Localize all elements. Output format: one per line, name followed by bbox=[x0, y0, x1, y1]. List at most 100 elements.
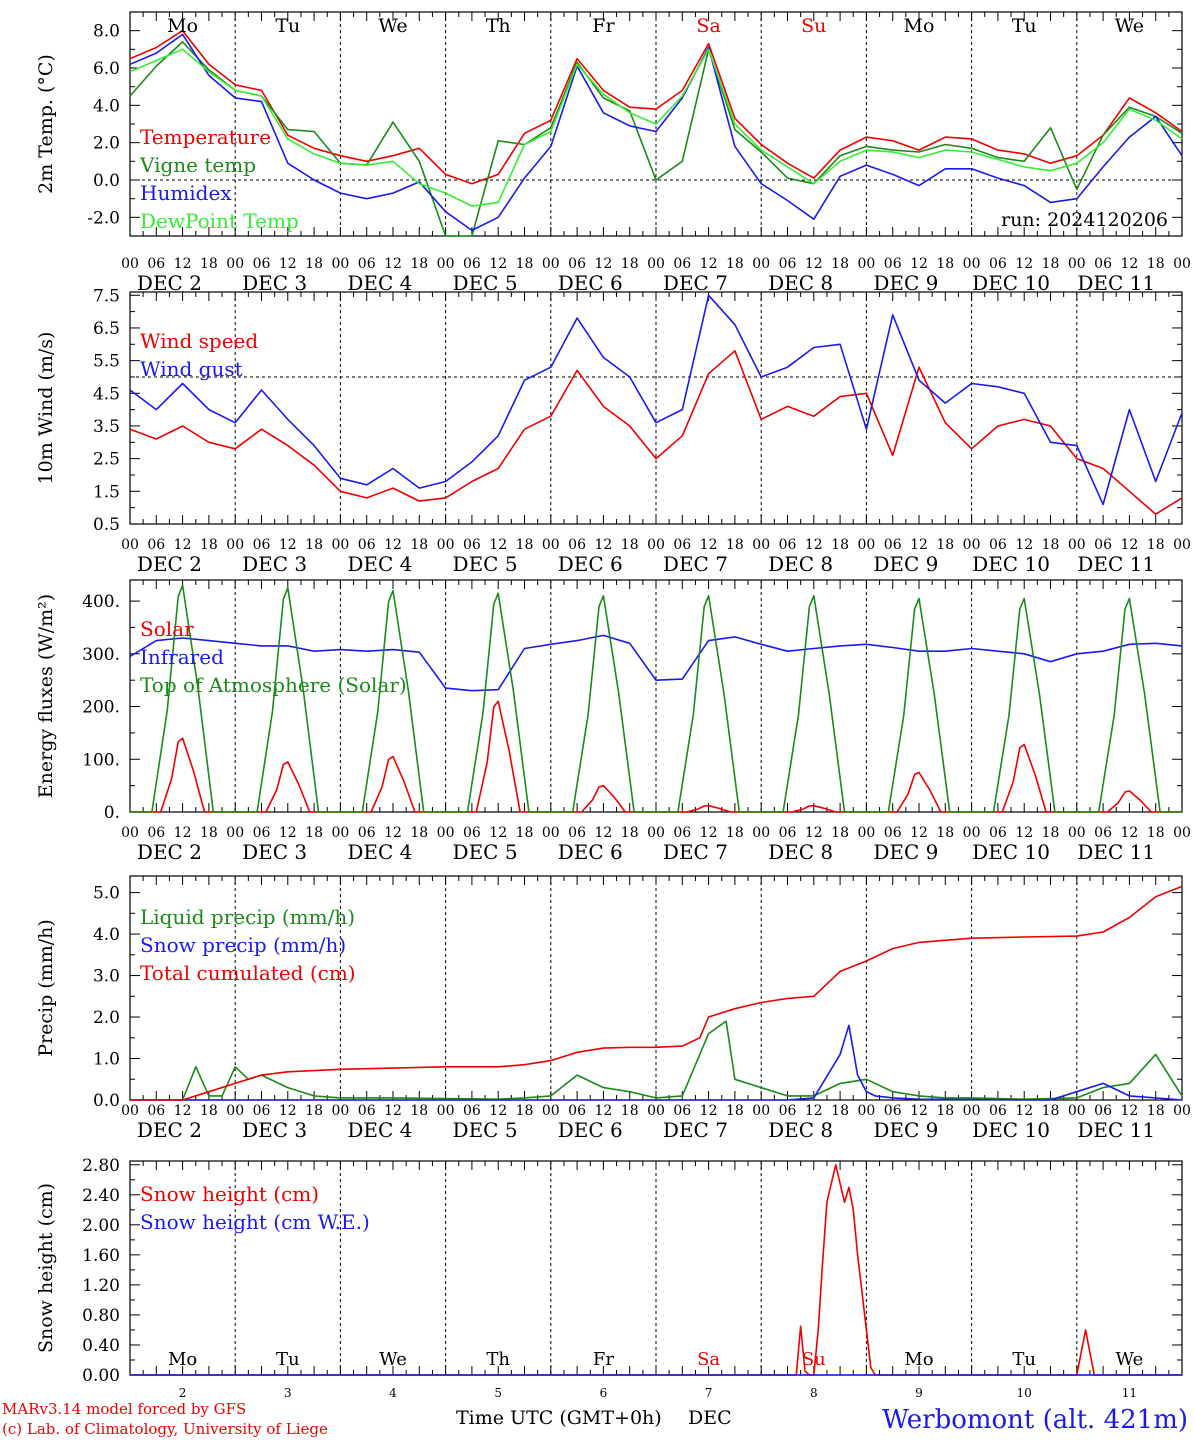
x-hour-label: 12 bbox=[594, 537, 612, 553]
x-day-number: 10 bbox=[1017, 1386, 1032, 1400]
weekday-label: Tu bbox=[275, 15, 300, 37]
y-tick-label: 1.5 bbox=[93, 482, 120, 502]
x-hour-label: 18 bbox=[1042, 256, 1060, 272]
x-hour-label: 06 bbox=[1094, 1103, 1112, 1119]
x-hour-label: 18 bbox=[831, 256, 849, 272]
y-tick-label: 300. bbox=[82, 645, 120, 665]
y-tick-label: 5.5 bbox=[93, 352, 120, 372]
x-hour-label: 06 bbox=[779, 537, 797, 553]
y-axis-label-precip: Precip (mm/h) bbox=[35, 919, 57, 1057]
legend-label: Liquid precip (mm/h) bbox=[140, 905, 355, 929]
x-hour-label: 12 bbox=[279, 825, 297, 841]
x-hour-label: 12 bbox=[805, 1103, 823, 1119]
x-hour-label: 00 bbox=[121, 537, 139, 553]
x-hour-label: 18 bbox=[936, 825, 954, 841]
x-date-label: DEC 3 bbox=[242, 271, 307, 295]
y-tick-label: 0.5 bbox=[93, 515, 120, 535]
series-line-temperature bbox=[129, 29, 1183, 185]
x-date-label: DEC 11 bbox=[1077, 271, 1155, 295]
x-date-label: DEC 6 bbox=[558, 552, 623, 576]
x-hour-label: 18 bbox=[621, 1103, 639, 1119]
x-hour-label: 18 bbox=[621, 825, 639, 841]
weekday-label: We bbox=[378, 15, 407, 37]
x-hour-label: 00 bbox=[963, 537, 981, 553]
x-hour-label: 18 bbox=[936, 256, 954, 272]
x-hour-label: 12 bbox=[700, 1103, 718, 1119]
x-hour-label: 18 bbox=[410, 825, 428, 841]
x-hour-label: 06 bbox=[1094, 256, 1112, 272]
x-date-label: DEC 7 bbox=[663, 271, 728, 295]
x-hour-label: 18 bbox=[936, 537, 954, 553]
x-date-label: DEC 10 bbox=[972, 552, 1050, 576]
x-date-label: DEC 2 bbox=[137, 552, 202, 576]
x-hour-label: 12 bbox=[174, 1103, 192, 1119]
y-tick-label: 1.60 bbox=[82, 1246, 120, 1266]
x-date-label: DEC 4 bbox=[347, 271, 412, 295]
y-tick-label: 2.40 bbox=[82, 1186, 120, 1206]
x-hour-label: 18 bbox=[305, 256, 323, 272]
x-hour-label: 12 bbox=[700, 537, 718, 553]
x-hour-label: 00 bbox=[963, 1103, 981, 1119]
x-hour-label: 06 bbox=[673, 256, 691, 272]
x-hour-label: 00 bbox=[857, 825, 875, 841]
x-hour-label: 12 bbox=[910, 1103, 928, 1119]
x-hour-label: 18 bbox=[200, 1103, 218, 1119]
x-hour-label: 00 bbox=[437, 825, 455, 841]
x-hour-label: 06 bbox=[989, 256, 1007, 272]
x-hour-label: 00 bbox=[1068, 256, 1086, 272]
x-hour-label: 12 bbox=[805, 825, 823, 841]
x-hour-label: 06 bbox=[779, 825, 797, 841]
series-line-snow-precip-mm-h- bbox=[130, 1024, 1183, 1101]
x-hour-label: 00 bbox=[647, 256, 665, 272]
x-date-label: DEC 2 bbox=[137, 271, 202, 295]
x-hour-label: 18 bbox=[305, 537, 323, 553]
x-hour-label: 18 bbox=[831, 1103, 849, 1119]
legend-label: Snow precip (mm/h) bbox=[140, 933, 346, 957]
x-hour-label: 00 bbox=[542, 825, 560, 841]
x-date-label: DEC 2 bbox=[137, 1118, 202, 1142]
x-hour-label: 00 bbox=[542, 256, 560, 272]
x-hour-label: 06 bbox=[568, 256, 586, 272]
y-tick-label: 2.0 bbox=[93, 1008, 120, 1028]
x-hour-label: 18 bbox=[305, 1103, 323, 1119]
x-hour-label: 06 bbox=[884, 256, 902, 272]
x-hour-label: 18 bbox=[516, 256, 534, 272]
y-tick-label: 3.0 bbox=[93, 967, 120, 987]
series-line-infrared bbox=[129, 634, 1183, 692]
x-date-label: DEC 11 bbox=[1077, 1118, 1155, 1142]
x-hour-label: 06 bbox=[463, 537, 481, 553]
x-hour-label: 00 bbox=[1173, 537, 1191, 553]
y-tick-label: 0.80 bbox=[82, 1306, 120, 1326]
x-axis-label-month: DEC bbox=[688, 1407, 732, 1429]
x-hour-label: 00 bbox=[331, 256, 349, 272]
x-hour-label: 00 bbox=[542, 537, 560, 553]
legend-label: Wind speed bbox=[140, 329, 258, 353]
x-hour-label: 12 bbox=[594, 256, 612, 272]
x-hour-label: 00 bbox=[226, 256, 244, 272]
x-hour-label: 06 bbox=[673, 825, 691, 841]
legend-label: DewPoint Temp bbox=[140, 209, 299, 233]
x-hour-label: 12 bbox=[594, 1103, 612, 1119]
y-tick-label: 200. bbox=[82, 698, 120, 718]
legend-label: Wind gust bbox=[140, 357, 243, 381]
x-hour-label: 18 bbox=[726, 1103, 744, 1119]
weekday-label: Su bbox=[802, 1349, 826, 1370]
x-hour-label: 00 bbox=[857, 1103, 875, 1119]
y-tick-label: 0.40 bbox=[82, 1336, 120, 1356]
x-date-label: DEC 8 bbox=[768, 1118, 833, 1142]
x-hour-label: 06 bbox=[253, 1103, 271, 1119]
x-hour-label: 06 bbox=[884, 825, 902, 841]
x-date-label: DEC 11 bbox=[1077, 552, 1155, 576]
x-date-label: DEC 9 bbox=[873, 552, 938, 576]
series-line-total-cumulated-cm- bbox=[130, 885, 1183, 1101]
x-date-label: DEC 8 bbox=[768, 271, 833, 295]
x-date-label: DEC 5 bbox=[453, 840, 518, 864]
weekday-label: We bbox=[1116, 1349, 1144, 1370]
x-day-number: 3 bbox=[284, 1386, 292, 1400]
panel-temperature: 8.0 6.0 4.0 2.0 0.0 -2.0 2m Temp. (°C) Temperat… bbox=[35, 11, 1191, 295]
x-date-label: DEC 3 bbox=[242, 1118, 307, 1142]
x-hour-label: 00 bbox=[226, 825, 244, 841]
weekday-label: Tu bbox=[1012, 1349, 1036, 1370]
weekday-label: We bbox=[379, 1349, 407, 1370]
